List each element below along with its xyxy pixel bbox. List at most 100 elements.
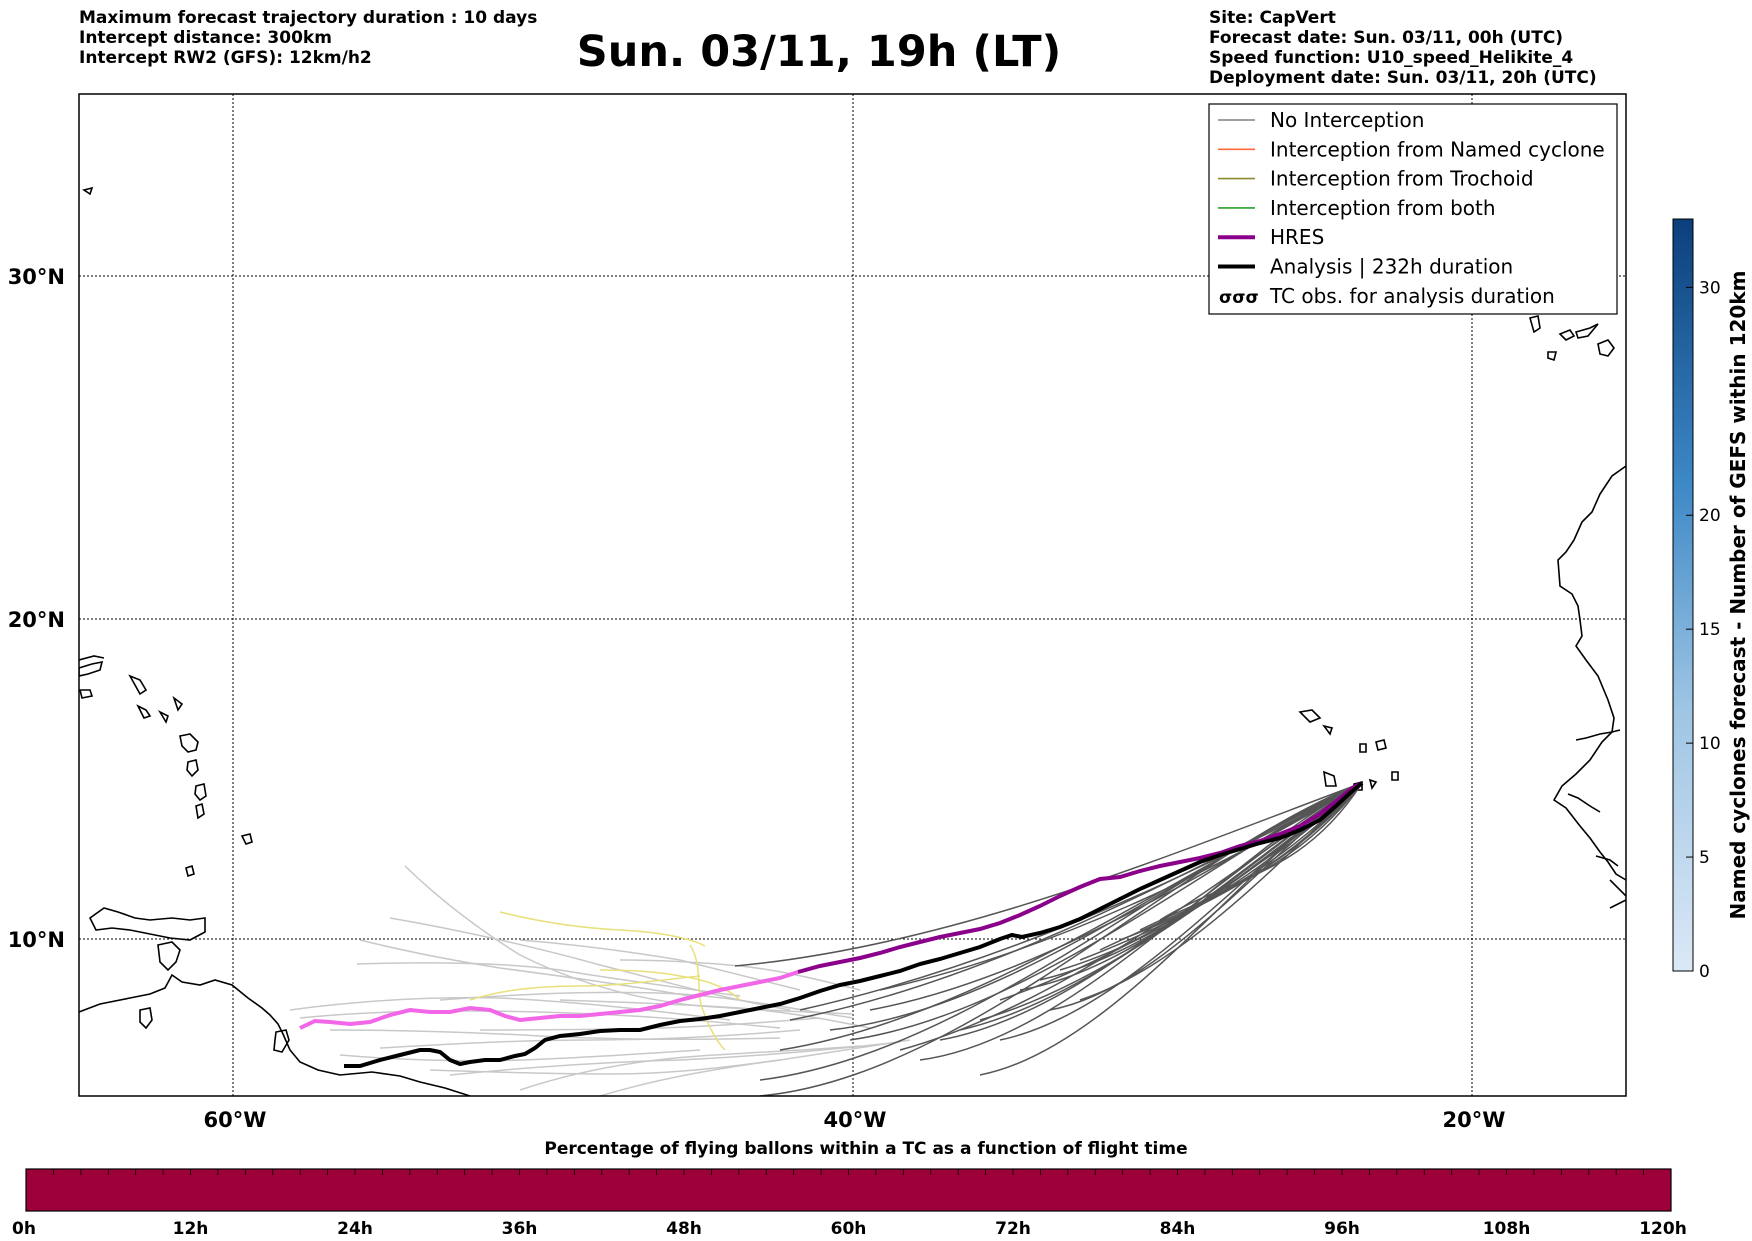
lat-label-30n: 30°N [8,265,65,289]
coast-lesser-antilles-1 [179,733,199,753]
bottom-colorbar-tick-label: 108h [1483,1219,1531,1239]
bottom-colorbar-title: Percentage of flying ballons within a TC… [544,1139,1187,1159]
lon-label-20w: 20°W [1443,1108,1506,1132]
coast-canary-4 [1597,339,1615,357]
coast-lesser-antilles-3 [194,783,207,802]
ensemble-light-path [479,1017,821,1031]
map-frame [78,93,1627,1097]
ensemble-light-path [599,1039,911,1096]
right-colorbar-label: Named cyclones forecast - Number of GEFS… [1726,271,1750,920]
figure-title: Sun. 03/11, 19h (LT) [576,27,1062,77]
lon-label-40w: 40°W [824,1108,887,1132]
legend-item: Interception from Trochoid [1218,167,1534,191]
bottom-colorbar-fill [25,1168,1672,1212]
ensemble-light-path [356,962,741,997]
right-colorbar-tick-label: 5 [1699,848,1710,868]
ensemble-light-path [559,999,871,1029]
bottom-colorbar-tick-label: 24h [337,1219,373,1239]
coast-cuba-edge [79,655,105,661]
coast-canary-3 [1574,323,1599,339]
coast-capeverde-6 [1368,778,1378,790]
ensemble-dark-path [779,782,1363,1051]
lat-label-20n: 20°N [8,608,65,632]
bottom-colorbar-tick-label: 60h [831,1219,867,1239]
bottom-colorbar-tick-label: 12h [173,1219,209,1239]
bottom-colorbar: Percentage of flying ballons within a TC… [12,1139,1687,1239]
bottom-colorbar-tick-label: 96h [1324,1219,1360,1239]
legend-item-label: Interception from Trochoid [1270,167,1534,191]
tc-obs-symbol-icon: σσσ [1219,288,1259,308]
ensemble-light-path [329,1029,781,1041]
ensemble-dark-path [879,782,1363,991]
right-colorbar-tick-label: 30 [1699,278,1721,298]
ensemble-light-path [449,1041,901,1076]
right-colorbar-fill [1672,218,1694,972]
coast-west-africa [1552,465,1626,881]
map-legend: No Interception Interception from Named c… [1208,103,1618,315]
ensemble-light-path [299,1010,781,1029]
trochoid-path [469,975,701,1001]
ensemble-light-path [519,1045,861,1091]
bottom-colorbar-tick-label: 0h [12,1219,36,1239]
bottom-colorbar-tick-label: 84h [1160,1219,1196,1239]
legend-item-label: Interception from Named cyclone [1270,137,1605,161]
ensemble-dark-path [1159,782,1363,921]
ensemble-dark-path [829,782,1363,1031]
bottom-colorbar-tick-label: 36h [502,1219,538,1239]
forecast-date-text: Forecast date: Sun. 03/11, 00h (UTC) [1209,28,1564,48]
coast-lesser-antilles-2 [186,759,199,778]
speed-function-text: Speed function: U10_speed_Helikite_4 [1209,48,1574,68]
max-duration-text: Maximum forecast trajectory duration : 1… [79,8,538,28]
coast-capeverde-8 [1391,771,1399,781]
legend-item: σσσ TC obs. for analysis duration [1219,284,1555,308]
ensemble-light-path [359,939,691,997]
legend-item: Interception from both [1218,196,1496,220]
legend-item-label: HRES [1270,225,1324,249]
ensemble-light-path [389,917,791,1011]
coastlines [79,655,471,1096]
coast-capeverde-4 [1375,739,1387,751]
right-colorbar-tick-label: 10 [1699,734,1721,754]
legend-item: Analysis | 232h duration [1218,255,1513,279]
trochoid-path [599,969,741,1001]
coast-canary-2 [1558,329,1576,341]
coast-capeverde-7 [1323,770,1337,787]
latitude-labels: 30°N 20°N 10°N [8,265,65,952]
hres-trajectory [797,781,1363,974]
coast-trinidad [273,1029,290,1053]
legend-item-label: Analysis | 232h duration [1270,255,1513,279]
legend-item: Interception from Named cyclone [1218,137,1605,161]
coast-bahamas [79,660,184,724]
ensemble-light-path [339,1049,701,1062]
ensemble-dark-path [759,782,1363,1096]
ensemble-light-path [379,1029,801,1049]
coast-lesser-antilles-6 [240,833,253,845]
bottom-colorbar-tick-label: 120h [1639,1219,1687,1239]
ensemble-dark-path [849,782,1363,1041]
lat-label-10n: 10°N [8,928,65,952]
right-colorbar: 0 5 10 15 20 30 Named cyclones forecast - Num… [1672,218,1750,982]
legend-box [1208,103,1618,315]
longitude-labels: 60°W 40°W 20°W [204,1108,1506,1132]
coast-africa-bays [1567,729,1626,909]
coast-canary-5 [1547,351,1558,362]
trochoid-path [689,944,726,1051]
ensemble-dark-path [869,782,1363,1011]
trochoid-path [499,911,706,947]
coast-canary-1 [1529,315,1541,334]
coast-capeverde-1 [1298,709,1322,723]
ensemble-dark-path [734,782,1363,967]
legend-item: No Interception [1218,108,1424,132]
coast-jamaica-like [139,1007,153,1030]
coast-lesser-antilles-4 [195,802,205,820]
right-colorbar-tick-label: 20 [1699,506,1721,526]
coastlines-east [82,186,1626,909]
bottom-colorbar-tick-label: 72h [995,1219,1031,1239]
legend-item-label: No Interception [1270,108,1424,132]
site-text: Site: CapVert [1209,8,1336,28]
coast-island-small [82,186,94,196]
deployment-date-text: Deployment date: Sun. 03/11, 20h (UTC) [1209,68,1597,88]
legend-item-label: TC obs. for analysis duration [1269,284,1555,308]
ensemble-light-path [404,865,854,1015]
